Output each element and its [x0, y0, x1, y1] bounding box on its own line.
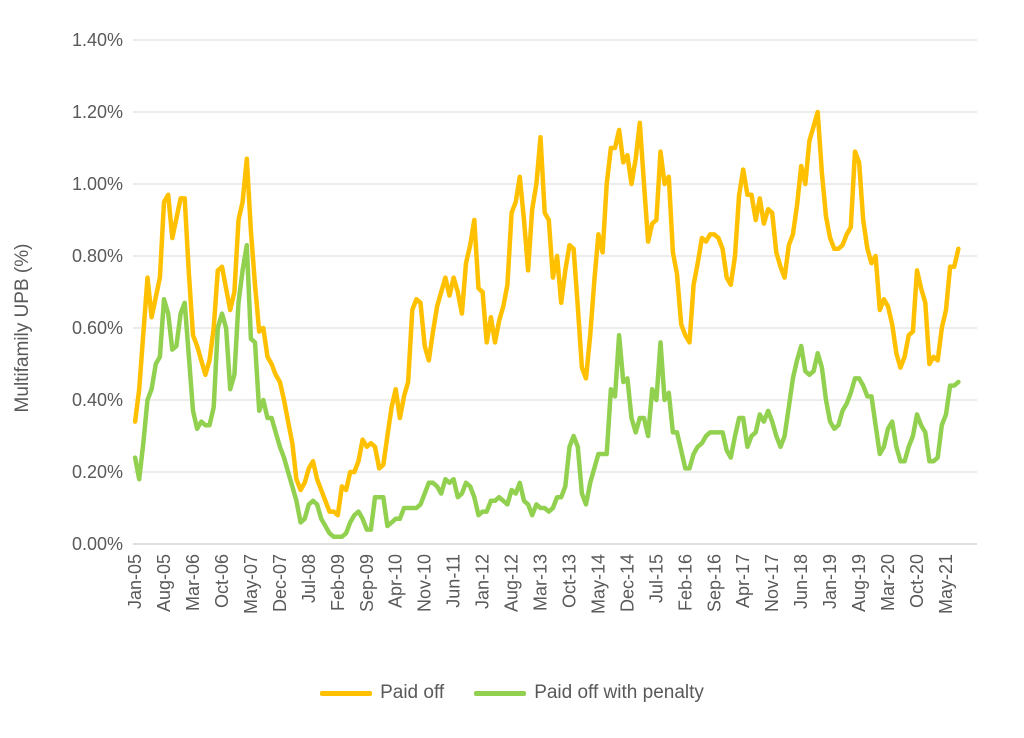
y-tick-label: 1.00%: [72, 174, 123, 194]
x-tick-label: Jun-18: [791, 554, 811, 609]
y-tick-label: 1.20%: [72, 102, 123, 122]
legend-item-paid-off-with-penalty: Paid off with penalty: [474, 682, 704, 704]
y-tick-label: 0.60%: [72, 318, 123, 338]
x-tick-label: Oct-13: [559, 554, 579, 608]
x-tick-label: Oct-06: [212, 554, 232, 608]
legend-label-paid-off: Paid off: [380, 682, 445, 703]
x-tick-label: Oct-20: [907, 554, 927, 608]
y-tick-label: 1.40%: [72, 30, 123, 50]
legend-swatch-paid-off-with-penalty: [474, 690, 527, 696]
x-tick-label: Dec-07: [270, 554, 290, 612]
x-tick-label: Jan-19: [820, 554, 840, 609]
x-tick-label: Jan-12: [473, 554, 493, 609]
line-chart: 0.00% 0.20% 0.40% 0.60% 0.80% 1.00% 1.20% 1.40%…: [12, 30, 977, 614]
series-line-paid-off: [132, 109, 961, 518]
x-tick-label: May-21: [936, 554, 956, 614]
x-tick-label: Jan-05: [125, 554, 145, 609]
x-tick-label: Aug-12: [502, 554, 522, 612]
x-tick-label: Sep-16: [704, 554, 724, 612]
y-axis-ticks: 0.00% 0.20% 0.40% 0.60% 0.80% 1.00% 1.20% 1.40%: [72, 30, 123, 554]
x-tick-label: Apr-10: [386, 554, 406, 608]
y-tick-label: 0.40%: [72, 390, 123, 410]
y-tick-label: 0.00%: [72, 534, 123, 554]
x-tick-label: Mar-13: [531, 554, 551, 611]
x-tick-label: Jun-11: [444, 554, 464, 608]
gridlines: [133, 39, 977, 545]
x-tick-label: Feb-16: [675, 554, 695, 611]
x-tick-label: Aug-19: [849, 554, 869, 612]
x-tick-label: Apr-17: [733, 554, 753, 608]
x-tick-label: Nov-10: [415, 554, 435, 612]
y-axis-label: Multifamily UPB (%): [12, 244, 33, 413]
x-tick-label: Feb-09: [328, 554, 348, 611]
x-tick-label: Jul-08: [299, 554, 319, 603]
series-lines: [132, 109, 961, 540]
x-tick-label: Mar-06: [183, 554, 203, 611]
x-tick-label: Aug-05: [154, 554, 174, 612]
x-tick-label: Mar-20: [878, 554, 898, 611]
legend-item-paid-off: Paid off: [320, 682, 444, 704]
series-line-paid-off-with-penalty: [132, 242, 961, 540]
x-tick-label: May-07: [241, 554, 261, 614]
x-tick-label: Nov-17: [762, 554, 782, 612]
legend: Paid off Paid off with penalty: [0, 673, 1024, 713]
x-axis-ticks: Jan-05 Aug-05 Mar-06 Oct-06 May-07 Dec-07 Jul-…: [125, 554, 956, 614]
legend-label-paid-off-with-penalty: Paid off with penalty: [534, 682, 704, 703]
y-tick-label: 0.20%: [72, 462, 123, 482]
y-tick-label: 0.80%: [72, 246, 123, 266]
legend-swatch-paid-off: [320, 690, 373, 696]
x-tick-label: Jul-15: [646, 554, 666, 603]
x-tick-label: May-14: [588, 554, 608, 614]
x-tick-label: Dec-14: [617, 554, 637, 612]
x-tick-label: Sep-09: [357, 554, 377, 612]
